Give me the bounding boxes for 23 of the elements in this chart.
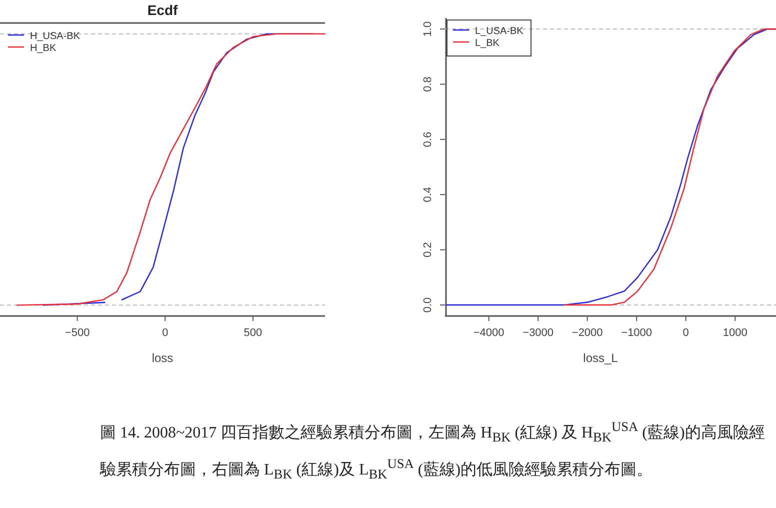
legend-label: L_BK: [475, 38, 500, 49]
y-tick-label: 0.2: [422, 242, 434, 258]
x-axis-title: loss: [152, 351, 174, 365]
y-tick-label: 1.0: [422, 21, 434, 37]
x-tick-label: 0: [162, 327, 168, 339]
legend-label: L_USA-BK: [475, 26, 524, 37]
legend-label: H_BK: [30, 43, 56, 54]
x-axis-title: loss_L: [583, 351, 618, 365]
x-tick-label: −4000: [473, 327, 504, 339]
y-tick-label: 0.4: [422, 186, 434, 202]
x-tick-label: −500: [64, 327, 90, 339]
x-tick-label: −2000: [572, 327, 603, 339]
x-tick-label: 0: [682, 327, 689, 339]
x-tick-label: 1000: [722, 327, 748, 339]
chart-title: Ecdf: [147, 2, 178, 18]
x-tick-label: −1000: [621, 327, 652, 339]
text: 圖 14. 2008~2017 四百指數之經驗累積分布圖，左圖為 H$_{BK}$ (紅線) 及 H$_{BK}$$^{USA}$ (藍線)的高風險經驗累積分布圖，右圖為 L$_{BK}$ (紅線)及 L$_{BK}$$^{USA}$ (藍線)的低風險經驗累積分布圖。: [100, 419, 765, 482]
y-tick-label: 0.0: [422, 297, 434, 313]
x-tick-label: −3000: [522, 327, 554, 339]
y-tick-label: 0.8: [422, 76, 434, 92]
legend-label: H_USA-BK: [30, 31, 80, 42]
y-tick-label: 0.6: [422, 132, 434, 148]
x-tick-label: 500: [244, 327, 262, 339]
